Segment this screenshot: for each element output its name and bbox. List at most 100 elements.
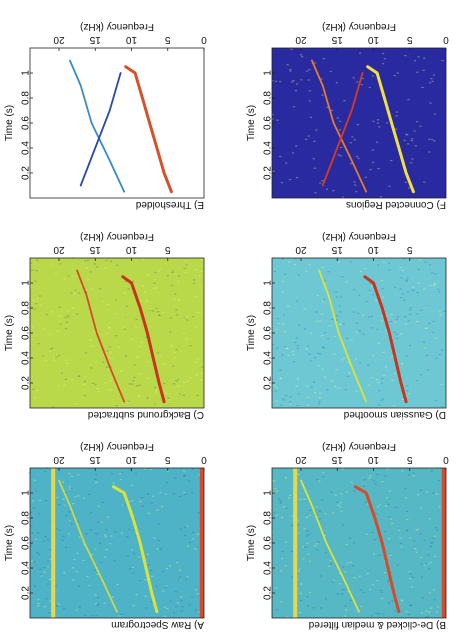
noise-speck [394, 321, 397, 323]
noise-speck [400, 362, 404, 365]
noise-speck [176, 314, 179, 316]
noise-speck [175, 606, 178, 608]
noise-speck [284, 477, 287, 479]
noise-speck [121, 472, 124, 474]
noise-speck [352, 311, 356, 313]
noise-speck [396, 564, 399, 566]
noise-speck [435, 357, 438, 359]
x-axis-label: Time (s) [4, 525, 15, 561]
noise-speck [382, 63, 385, 65]
noise-speck [120, 532, 123, 534]
noise-speck [64, 546, 67, 548]
noise-speck [321, 499, 324, 501]
x-tick-label: 0.6 [21, 116, 32, 130]
noise-speck [380, 591, 383, 593]
noise-speck [183, 267, 186, 270]
noise-speck [150, 569, 153, 571]
noise-speck [90, 288, 93, 290]
noise-speck [42, 566, 46, 569]
noise-texture [27, 257, 204, 408]
noise-speck [155, 585, 158, 588]
whistle-contour [58, 479, 118, 613]
noise-speck [308, 353, 311, 355]
noise-speck [66, 321, 69, 323]
noise-speck [386, 76, 389, 78]
noise-speck [301, 170, 305, 172]
noise-speck [420, 576, 424, 578]
noise-speck [320, 335, 324, 337]
noise-speck [283, 150, 287, 152]
panel-caption: F) Connected Regions [346, 199, 446, 210]
noise-speck [432, 284, 435, 286]
noise-speck [411, 286, 415, 288]
noise-speck [30, 525, 33, 527]
noise-speck [312, 381, 316, 383]
noise-speck [390, 108, 393, 110]
noise-speck [369, 70, 372, 72]
noise-speck [55, 605, 59, 607]
noise-speck [117, 346, 120, 348]
frequency-band [199, 468, 204, 618]
noise-speck [184, 526, 187, 528]
noise-speck [166, 470, 170, 473]
noise-speck [353, 490, 356, 492]
noise-speck [279, 601, 282, 603]
noise-speck [377, 119, 380, 121]
noise-speck [281, 58, 284, 60]
noise-speck [149, 469, 152, 471]
noise-speck [432, 331, 435, 333]
noise-speck [110, 351, 113, 353]
noise-speck [375, 512, 378, 515]
noise-speck [420, 309, 423, 311]
noise-speck [173, 298, 176, 300]
noise-speck [299, 498, 302, 500]
noise-speck [351, 136, 354, 138]
noise-speck [432, 492, 435, 494]
noise-speck [67, 275, 70, 277]
noise-speck [432, 537, 435, 539]
noise-speck [150, 502, 153, 504]
noise-speck [428, 322, 431, 324]
whistle-contour [353, 485, 401, 614]
noise-speck [317, 403, 320, 405]
noise-speck [315, 320, 318, 323]
noise-speck [145, 336, 148, 338]
noise-speck [173, 352, 176, 354]
noise-speck [306, 530, 309, 532]
noise-speck [48, 612, 51, 614]
noise-speck [299, 599, 303, 602]
noise-speck [271, 480, 274, 482]
noise-speck [389, 554, 392, 556]
noise-speck [409, 537, 412, 539]
x-tick-label: 0.4 [21, 561, 32, 575]
noise-speck [291, 100, 294, 103]
noise-speck [321, 368, 324, 370]
noise-speck [289, 396, 292, 398]
noise-speck [131, 484, 134, 486]
noise-speck [48, 578, 52, 581]
noise-speck [318, 480, 321, 482]
noise-speck [34, 303, 38, 305]
noise-speck [273, 92, 276, 94]
noise-speck [341, 196, 345, 198]
noise-speck [419, 489, 423, 491]
noise-speck [271, 80, 274, 82]
noise-speck [296, 347, 299, 350]
noise-speck [135, 385, 139, 387]
noise-speck [342, 566, 345, 568]
noise-speck [123, 292, 126, 294]
noise-speck [56, 330, 59, 332]
noise-speck [279, 155, 282, 157]
noise-speck [443, 53, 446, 55]
noise-speck [177, 385, 180, 387]
noise-speck [182, 394, 185, 396]
noise-speck [275, 490, 279, 492]
noise-speck [404, 497, 407, 499]
y-tick-label: 5 [407, 244, 413, 255]
noise-speck [44, 536, 47, 538]
noise-speck [405, 280, 408, 282]
noise-speck [301, 56, 304, 58]
noise-speck [108, 327, 111, 329]
noise-speck [421, 597, 424, 599]
